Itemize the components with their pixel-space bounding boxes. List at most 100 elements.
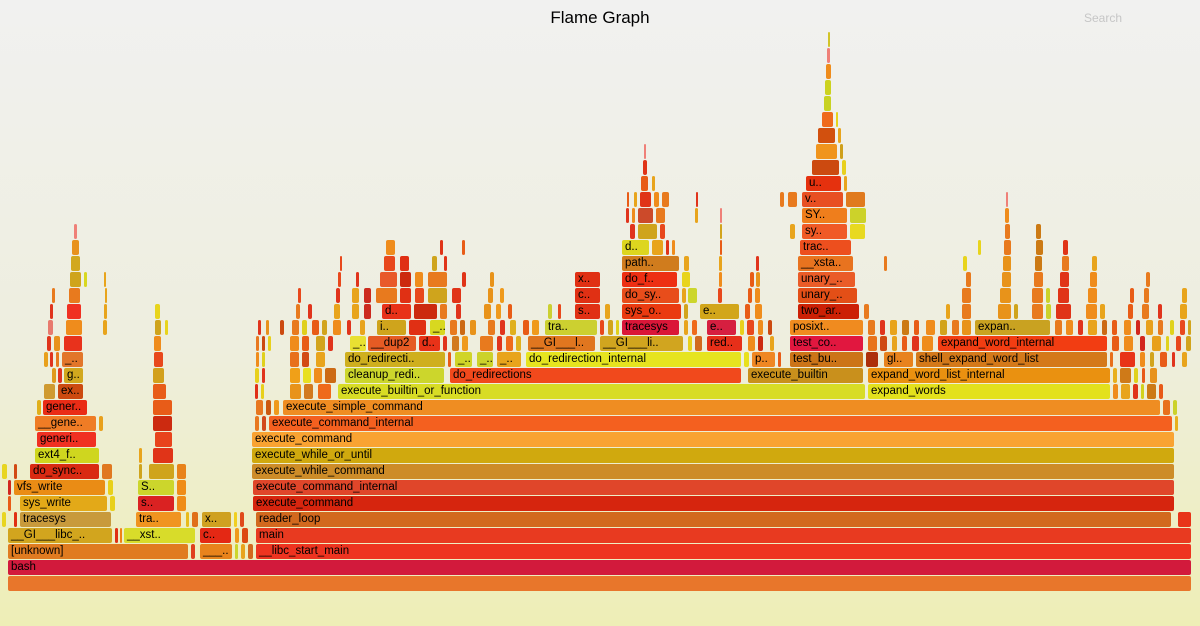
frame-block[interactable] xyxy=(644,144,646,159)
frame-_[interactable]: _.. xyxy=(430,320,445,335)
frame-__xst[interactable]: __xst.. xyxy=(124,528,195,543)
frame-block[interactable] xyxy=(484,304,491,319)
frame-d[interactable]: d.. xyxy=(419,336,440,351)
frame-block[interactable] xyxy=(50,352,53,367)
frame-block[interactable] xyxy=(452,288,461,303)
frame-block[interactable] xyxy=(336,288,340,303)
frame-__GI___l[interactable]: __GI___l.. xyxy=(528,336,595,351)
frame-block[interactable] xyxy=(826,64,831,79)
frame-block[interactable] xyxy=(52,288,55,303)
frame-block[interactable] xyxy=(415,272,423,287)
frame-block[interactable] xyxy=(242,528,248,543)
frame-execute_command_internal[interactable]: execute_command_internal xyxy=(269,416,1172,431)
frame-block[interactable] xyxy=(44,384,55,399)
frame-do_f[interactable]: do_f.. xyxy=(622,272,677,287)
frame-block[interactable] xyxy=(1092,256,1097,271)
frame-block[interactable] xyxy=(1066,320,1073,335)
frame-block[interactable] xyxy=(1172,352,1175,367)
frame-block[interactable] xyxy=(868,336,877,351)
frame-c[interactable]: c.. xyxy=(200,528,231,543)
frame-block[interactable] xyxy=(415,288,424,303)
frame-block[interactable] xyxy=(844,176,847,191)
frame-block[interactable] xyxy=(790,224,795,239)
frame-block[interactable] xyxy=(440,304,447,319)
frame-block[interactable] xyxy=(328,336,333,351)
frame-block[interactable] xyxy=(1002,272,1011,287)
frame-block[interactable] xyxy=(155,432,172,447)
search-button[interactable]: Search xyxy=(1083,11,1122,25)
frame-block[interactable] xyxy=(902,320,909,335)
frame-block[interactable] xyxy=(261,384,264,399)
frame-block[interactable] xyxy=(1170,320,1174,335)
frame-block[interactable] xyxy=(186,512,189,527)
frame-block[interactable] xyxy=(756,272,760,287)
frame-block[interactable] xyxy=(838,128,841,143)
frame-block[interactable] xyxy=(66,320,82,335)
frame-block[interactable] xyxy=(256,400,263,415)
frame-block[interactable] xyxy=(70,272,81,287)
frame-SY[interactable]: SY.. xyxy=(802,208,847,223)
frame-block[interactable] xyxy=(1186,336,1191,351)
frame-block[interactable] xyxy=(770,336,774,351)
frame-unknown[interactable]: [unknown] xyxy=(8,544,188,559)
frame-_[interactable]: _.. xyxy=(455,352,472,367)
frame-block[interactable] xyxy=(460,320,465,335)
frame-block[interactable] xyxy=(1088,288,1097,303)
frame-block[interactable] xyxy=(1102,320,1107,335)
frame-path[interactable]: path.. xyxy=(622,256,679,271)
frame-block[interactable] xyxy=(688,336,692,351)
frame-block[interactable] xyxy=(102,464,112,479)
frame-___[interactable]: ___.. xyxy=(200,544,232,559)
frame-block[interactable] xyxy=(444,256,447,271)
frame-block[interactable] xyxy=(1182,288,1187,303)
frame-_[interactable]: _.. xyxy=(350,336,366,351)
frame-__GI___libc_[interactable]: __GI___libc_.. xyxy=(8,528,112,543)
frame-block[interactable] xyxy=(902,336,907,351)
frame-block[interactable] xyxy=(500,288,504,303)
frame-block[interactable] xyxy=(824,96,831,111)
frame-block[interactable] xyxy=(1014,304,1018,319)
frame-block[interactable] xyxy=(998,304,1011,319)
frame-block[interactable] xyxy=(240,512,244,527)
frame-block[interactable] xyxy=(1182,352,1187,367)
frame-block[interactable] xyxy=(600,320,604,335)
frame-e[interactable]: e.. xyxy=(700,304,739,319)
frame-block[interactable] xyxy=(1178,512,1191,527)
frame-block[interactable] xyxy=(149,464,174,479)
frame-block[interactable] xyxy=(866,352,878,367)
frame-execute_command_internal[interactable]: execute_command_internal xyxy=(253,480,1174,495)
frame-block[interactable] xyxy=(105,288,107,303)
frame-execute_builtin_or_function[interactable]: execute_builtin_or_function xyxy=(338,384,865,399)
frame-block[interactable] xyxy=(1158,304,1162,319)
frame-block[interactable] xyxy=(506,336,513,351)
frame-bash[interactable]: bash xyxy=(8,560,1191,575)
frame-block[interactable] xyxy=(37,400,41,415)
frame-gener[interactable]: gener.. xyxy=(43,400,87,415)
frame-block[interactable] xyxy=(56,352,59,367)
frame-block[interactable] xyxy=(255,368,259,383)
frame-block[interactable] xyxy=(71,256,80,271)
frame-block[interactable] xyxy=(177,480,186,495)
frame-block[interactable] xyxy=(744,352,749,367)
frame-block[interactable] xyxy=(1086,304,1097,319)
frame-block[interactable] xyxy=(110,496,115,511)
frame-block[interactable] xyxy=(488,288,493,303)
frame-block[interactable] xyxy=(154,352,163,367)
frame-p[interactable]: p.. xyxy=(752,352,775,367)
frame-block[interactable] xyxy=(1163,400,1170,415)
frame-main[interactable]: main xyxy=(256,528,1191,543)
frame-block[interactable] xyxy=(2,512,6,527)
frame-block[interactable] xyxy=(1113,384,1118,399)
frame-block[interactable] xyxy=(360,320,365,335)
frame-block[interactable] xyxy=(1063,240,1068,255)
frame-block[interactable] xyxy=(262,416,266,431)
frame-block[interactable] xyxy=(316,352,325,367)
frame-block[interactable] xyxy=(719,256,722,271)
frame-block[interactable] xyxy=(1147,384,1156,399)
frame-block[interactable] xyxy=(1141,384,1144,399)
frame-block[interactable] xyxy=(720,240,722,255)
frame-block[interactable] xyxy=(14,512,17,527)
frame-block[interactable] xyxy=(747,320,754,335)
frame-block[interactable] xyxy=(1146,320,1153,335)
frame-block[interactable] xyxy=(1128,304,1133,319)
